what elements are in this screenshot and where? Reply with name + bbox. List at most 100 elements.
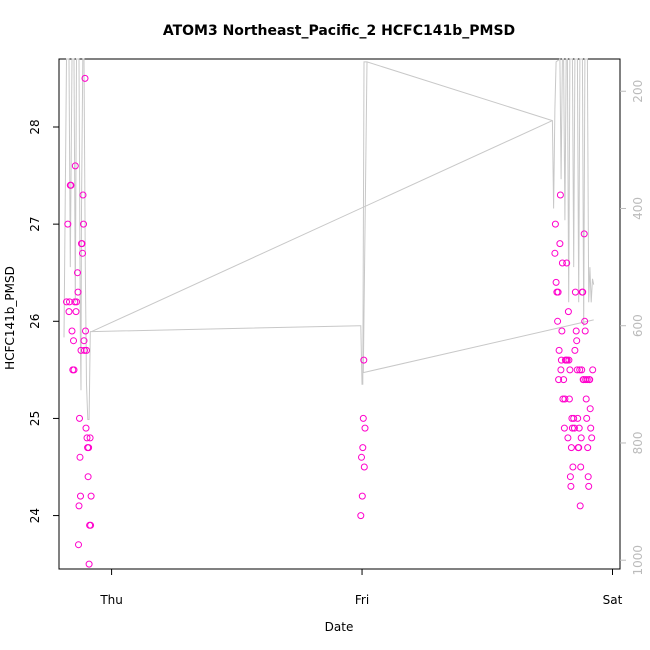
data-point <box>585 482 593 490</box>
y-tick-label: 27 <box>28 217 42 232</box>
data-point <box>74 288 82 296</box>
data-point <box>85 560 93 568</box>
data-point <box>77 492 84 500</box>
data-point <box>65 308 73 316</box>
data-point <box>556 240 564 248</box>
data-point <box>79 191 87 199</box>
data-point <box>80 337 88 345</box>
data-point <box>551 220 559 228</box>
data-point <box>561 395 569 403</box>
data-point <box>588 434 596 442</box>
data-point <box>565 395 573 403</box>
data-point <box>85 444 93 452</box>
data-point <box>583 414 591 422</box>
x-tick-label: Thu <box>99 593 123 607</box>
y-axis-title: HCFC141b_PMSD <box>3 266 17 370</box>
data-point <box>570 424 578 432</box>
data-point <box>63 298 70 306</box>
altitude-transit-line <box>362 61 594 374</box>
data-point <box>575 444 583 452</box>
data-point <box>558 327 566 335</box>
data-point <box>66 298 73 306</box>
data-point <box>79 249 86 257</box>
data-point <box>560 376 568 384</box>
data-point <box>84 473 92 481</box>
data-point <box>551 249 559 257</box>
data-point <box>571 346 579 354</box>
data-point <box>75 502 83 510</box>
data-point <box>576 502 584 510</box>
data-point <box>570 414 578 422</box>
data-point <box>83 346 90 354</box>
data-point <box>87 521 95 529</box>
y-tick-label: 26 <box>28 314 42 329</box>
data-point <box>73 298 80 306</box>
data-point <box>586 376 594 384</box>
data-point <box>566 366 574 374</box>
data-point <box>572 327 580 335</box>
data-point <box>578 366 586 374</box>
data-point <box>563 259 571 267</box>
data-point <box>78 240 86 248</box>
data-point <box>567 482 575 490</box>
data-point <box>358 492 366 500</box>
y2-tick-label: 800 <box>631 432 645 455</box>
data-point <box>554 288 562 296</box>
data-point <box>565 356 573 364</box>
data-point <box>76 414 83 422</box>
chart-title: ATOM3 Northeast_Pacific_2 HCFC141b_PMSD <box>163 23 515 39</box>
data-point <box>80 220 87 228</box>
data-point <box>579 288 587 296</box>
data-point <box>554 317 562 325</box>
data-point <box>564 308 572 316</box>
data-point <box>359 444 367 452</box>
data-point <box>556 191 564 199</box>
data-point <box>68 327 76 335</box>
y2-tick-label: 1000 <box>631 545 645 576</box>
x-axis: Thu Fri Sat <box>99 569 623 607</box>
data-point <box>581 327 589 335</box>
data-point <box>75 541 82 549</box>
y-axis-right-altitude: 200 400 600 800 1000 <box>620 80 645 576</box>
data-point <box>555 376 563 384</box>
data-point <box>567 444 575 452</box>
data-point <box>573 366 581 374</box>
y-tick-label: 25 <box>28 411 42 426</box>
data-point <box>81 346 88 354</box>
altitude-line-layer <box>63 57 595 420</box>
data-point <box>577 434 585 442</box>
data-point <box>557 366 565 374</box>
x-tick-label: Sat <box>603 593 623 607</box>
data-point <box>584 473 592 481</box>
data-point <box>358 453 365 461</box>
data-point <box>568 424 576 432</box>
y-tick-label: 24 <box>28 508 42 523</box>
y2-tick-label: 200 <box>631 80 645 103</box>
data-point <box>74 269 81 277</box>
data-point <box>587 424 595 432</box>
data-point <box>586 405 594 413</box>
data-point <box>555 346 563 354</box>
y2-tick-label: 400 <box>631 197 645 220</box>
data-point <box>573 337 581 345</box>
data-point <box>589 366 597 374</box>
data-point <box>574 414 582 422</box>
altitude-trace <box>63 57 595 420</box>
data-point <box>361 424 369 432</box>
data-point <box>67 181 75 189</box>
data-point <box>560 424 568 432</box>
data-point <box>70 337 77 345</box>
y-tick-label: 28 <box>28 119 42 134</box>
data-point <box>580 230 588 238</box>
data-point <box>558 259 566 267</box>
data-point <box>569 463 577 471</box>
data-point <box>83 434 91 442</box>
data-point <box>359 414 367 422</box>
data-point <box>576 366 584 374</box>
data-point <box>76 453 84 461</box>
data-points-layer <box>63 74 597 568</box>
data-point <box>583 376 591 384</box>
data-point <box>82 327 89 335</box>
data-point <box>357 512 365 520</box>
